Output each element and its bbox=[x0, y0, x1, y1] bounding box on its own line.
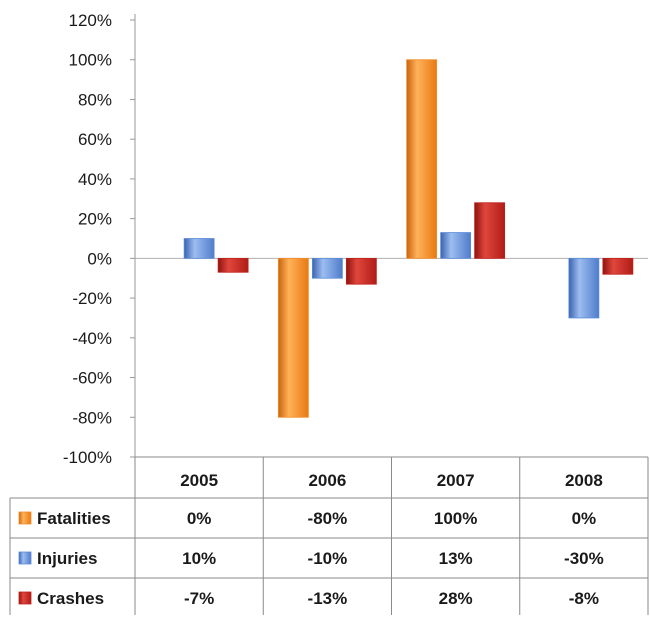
legend-label-crashes: Crashes bbox=[37, 589, 104, 608]
data-label: 10% bbox=[182, 549, 216, 568]
y-tick-label: -100% bbox=[63, 448, 112, 467]
data-label: -80% bbox=[308, 509, 348, 528]
category-label: 2005 bbox=[180, 471, 218, 490]
y-tick-label: -60% bbox=[72, 369, 112, 388]
axis-layer: 120% 100% 80% 60% 40% 20% 0% -20% -40% -60% -80% -1… bbox=[63, 11, 648, 467]
bar-crashes-2006 bbox=[345, 257, 377, 285]
legend-swatch-injuries bbox=[18, 551, 32, 565]
bar-injuries-2007 bbox=[440, 232, 472, 259]
data-label: 0% bbox=[572, 509, 597, 528]
bar-injuries-2008 bbox=[568, 257, 600, 319]
y-tick-label: 60% bbox=[78, 130, 112, 149]
bar-crashes-2008 bbox=[602, 257, 634, 275]
legend-label-fatalities: Fatalities bbox=[37, 509, 111, 528]
y-tick-label: -20% bbox=[72, 289, 112, 308]
y-tick-label: 0% bbox=[87, 249, 112, 268]
data-label: 28% bbox=[439, 589, 473, 608]
bar-fatalities-2007 bbox=[406, 59, 438, 259]
category-label: 2008 bbox=[565, 471, 603, 490]
bars-layer bbox=[183, 59, 634, 418]
y-tick-label: 100% bbox=[69, 51, 112, 70]
bar-crashes-2005 bbox=[217, 257, 249, 273]
data-label: 100% bbox=[434, 509, 477, 528]
y-tick-label: 40% bbox=[78, 170, 112, 189]
y-tick-label: 20% bbox=[78, 210, 112, 229]
data-label: -10% bbox=[308, 549, 348, 568]
y-tick-label: -80% bbox=[72, 408, 112, 427]
legend-swatch-crashes bbox=[18, 591, 32, 605]
data-label: 13% bbox=[439, 549, 473, 568]
y-tick-label: 120% bbox=[69, 11, 112, 30]
bar-injuries-2005 bbox=[183, 238, 215, 259]
data-label: -7% bbox=[184, 589, 214, 608]
legend-swatch-fatalities bbox=[18, 511, 32, 525]
data-table: 2005 2006 2007 2008 Fatalities 0% -80% 100% 0% In… bbox=[9, 456, 649, 619]
bar-crashes-2007 bbox=[474, 202, 506, 259]
y-tick-label: -40% bbox=[72, 329, 112, 348]
category-label: 2007 bbox=[437, 471, 475, 490]
data-label: 0% bbox=[187, 509, 212, 528]
data-label: -30% bbox=[564, 549, 604, 568]
category-label: 2006 bbox=[308, 471, 346, 490]
bar-fatalities-2006 bbox=[277, 257, 309, 418]
legend-label-injuries: Injuries bbox=[37, 549, 97, 568]
bar-injuries-2006 bbox=[311, 257, 343, 279]
data-label: -8% bbox=[569, 589, 599, 608]
data-label: -13% bbox=[308, 589, 348, 608]
y-tick-label: 80% bbox=[78, 90, 112, 109]
